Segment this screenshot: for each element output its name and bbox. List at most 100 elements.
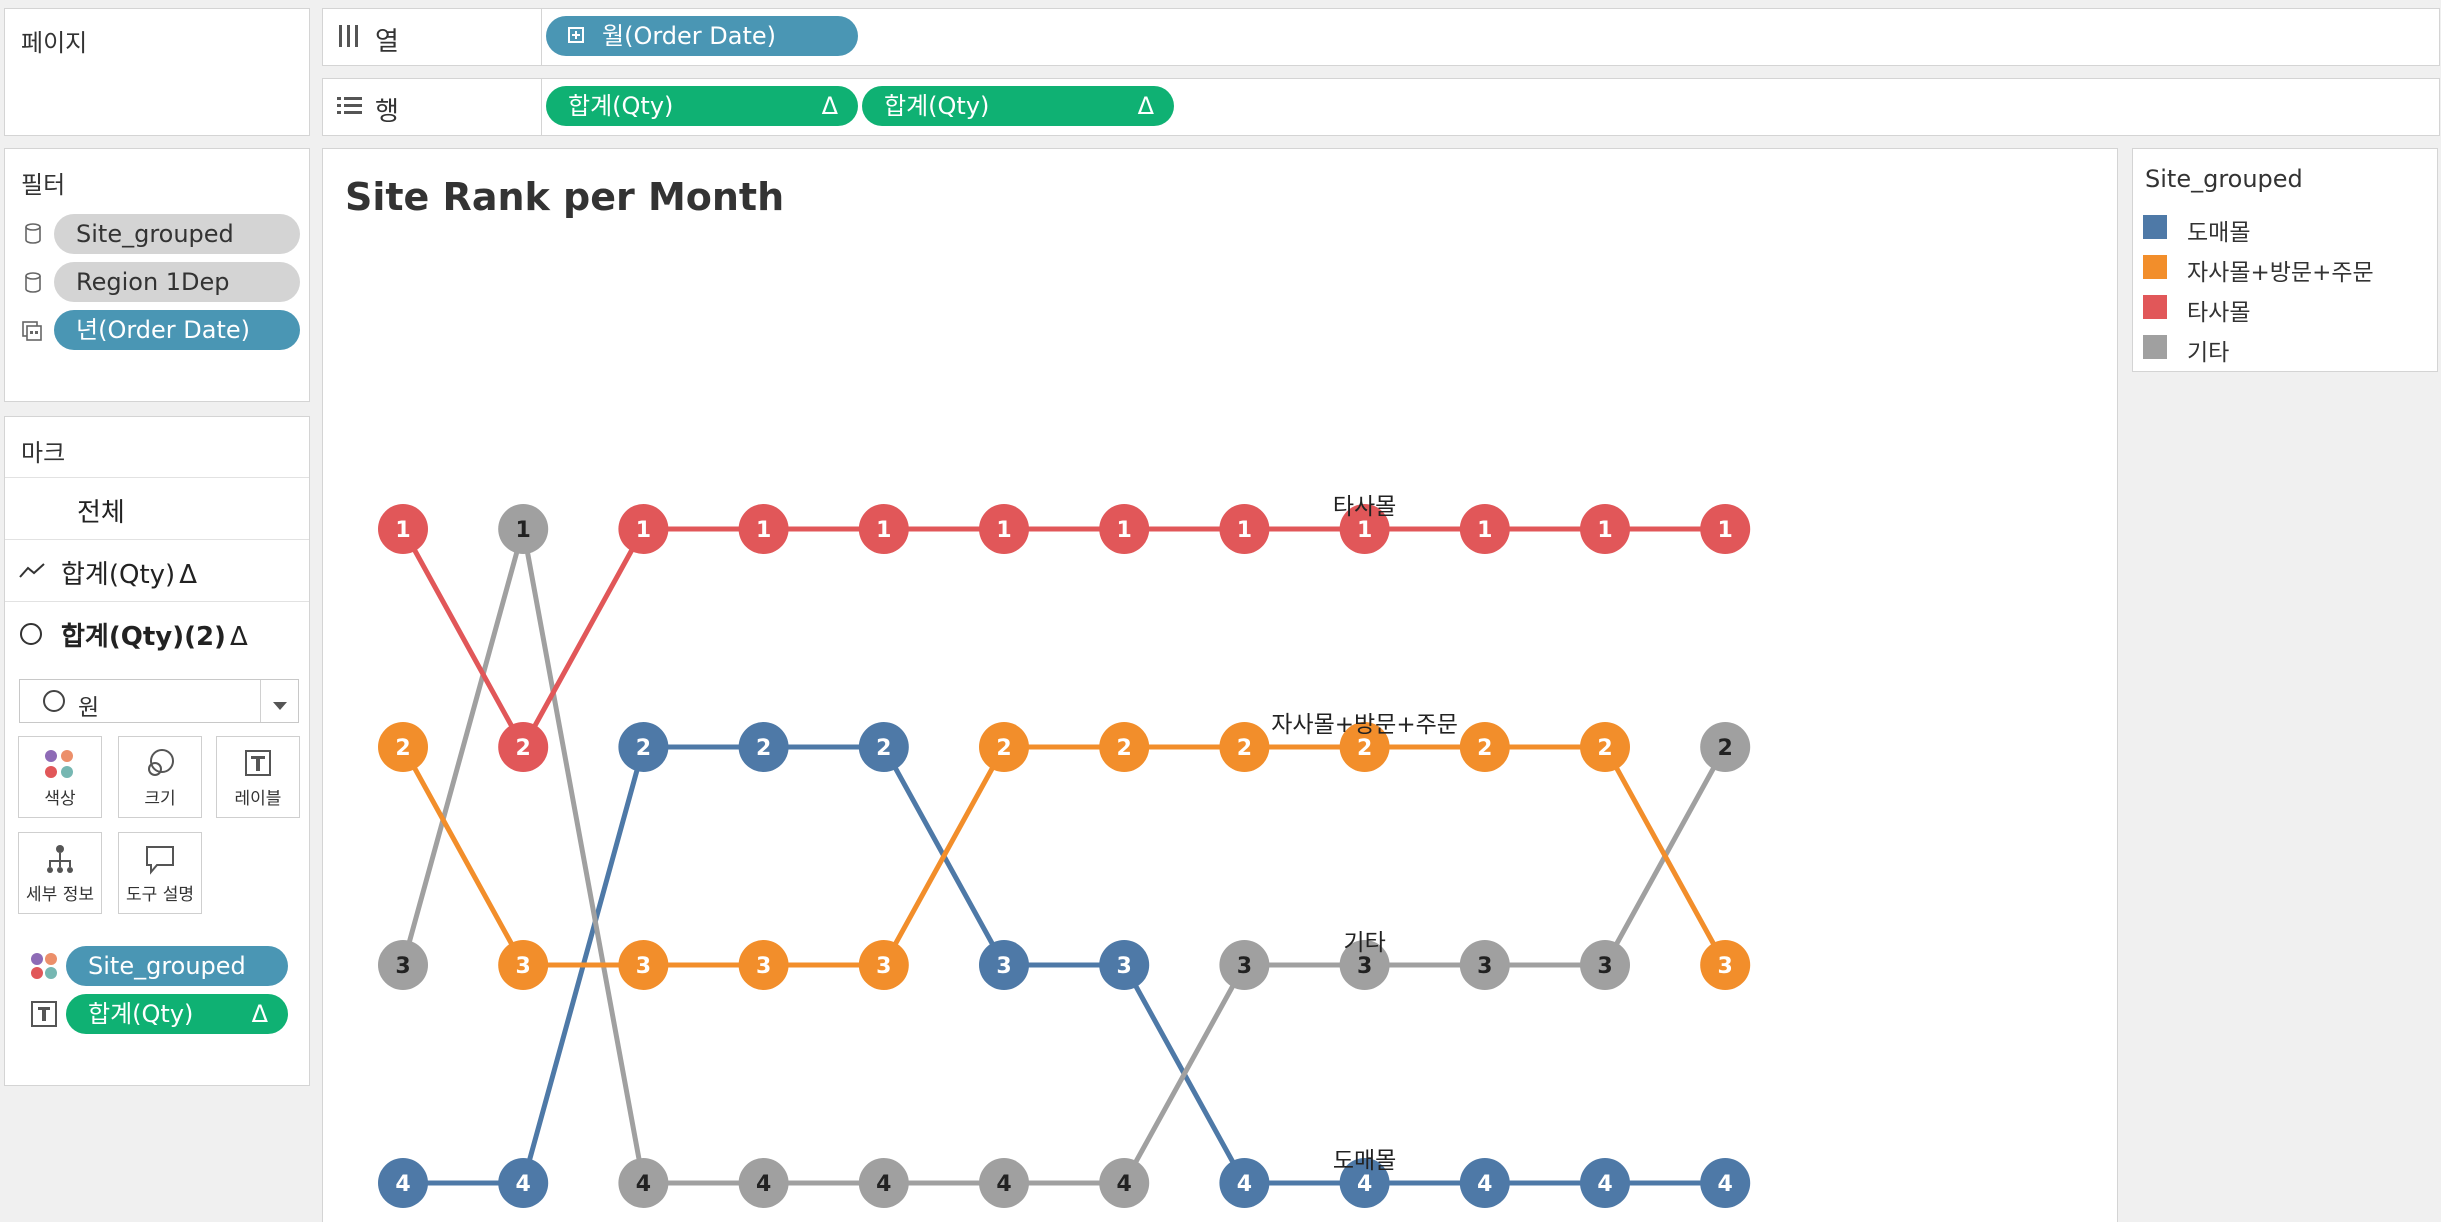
data-point (1580, 722, 1630, 772)
legend-swatch (2143, 295, 2167, 319)
series-line (400, 526, 1728, 1186)
data-label: 1 (1597, 518, 1612, 543)
marks-tab-sum-qty[interactable]: 합계(Qty) Δ (5, 539, 309, 601)
line-mark-icon (19, 562, 45, 584)
data-label: 4 (636, 1172, 651, 1197)
data-point (979, 722, 1029, 772)
series-label: 자사몰+방문+주문 (1271, 712, 1458, 738)
columns-shelf-label: 열 (375, 27, 399, 57)
marks-field-sum-qty[interactable]: 합계(Qty) Δ (66, 994, 288, 1034)
column-pill-label: 월(Order Date) (602, 22, 777, 50)
data-point (498, 1158, 549, 1208)
data-point (1700, 504, 1751, 554)
data-point (979, 1158, 1029, 1208)
filter-pill-label: 년(Order Date) (76, 316, 251, 344)
label-card[interactable]: 레이블 (216, 736, 300, 818)
series-label: 타사몰 (1333, 494, 1396, 520)
column-pill-month-order-date[interactable]: 월(Order Date) (546, 16, 858, 56)
color-card-label: 색상 (44, 789, 76, 809)
rank-bump-chart: 4 4 2 2 2 3 3 4 4 4 4 4 3 1 4 4 4 4 4 3 3 3 3 2 2 3 3 3 3 2 2 2 2 2 2 3 1 2 1 1… (378, 494, 1751, 1208)
data-label: 3 (756, 954, 771, 979)
data-point (498, 722, 549, 772)
marks-tab-sum-qty-2[interactable]: 합계(Qty)(2) Δ (5, 601, 309, 663)
legend-label: 기타 (2187, 340, 2230, 366)
data-label: 4 (996, 1172, 1011, 1197)
data-point (1099, 722, 1150, 772)
data-label: 3 (1718, 954, 1733, 979)
legend-title: Site_grouped (2145, 165, 2303, 193)
detail-card-label: 세부 정보 (26, 885, 94, 905)
legend-label: 도매몰 (2187, 220, 2251, 246)
data-label: 4 (876, 1172, 891, 1197)
data-label: 3 (996, 954, 1011, 979)
color-card[interactable]: 색상 (18, 736, 102, 818)
row-pill-sum-qty-1[interactable]: 합계(Qty) Δ (546, 86, 858, 126)
label-card-label: 레이블 (234, 789, 282, 809)
filter-pill-year-order-date[interactable]: 년(Order Date) (54, 310, 300, 350)
data-point (1459, 722, 1510, 772)
legend-swatch (2143, 255, 2167, 279)
data-point (858, 1158, 909, 1208)
row-pill-sum-qty-2[interactable]: 합계(Qty) Δ (862, 86, 1174, 126)
color-encoding-icon (30, 952, 58, 984)
date-filter-icon (22, 320, 46, 346)
data-label: 2 (876, 736, 891, 761)
mark-type-value: 원 (78, 695, 100, 721)
marks-field-site-grouped[interactable]: Site_grouped (66, 946, 288, 986)
data-label: 1 (1237, 518, 1252, 543)
tooltip-card[interactable]: 도구 설명 (118, 832, 202, 914)
data-label: 3 (1117, 954, 1132, 979)
table-calc-delta-icon: Δ (229, 622, 248, 652)
data-label: 4 (756, 1172, 771, 1197)
data-label: 4 (395, 1172, 410, 1197)
data-label: 1 (1718, 518, 1733, 543)
data-point (858, 504, 909, 554)
circle-mark-icon (42, 689, 66, 717)
data-label: 2 (996, 736, 1011, 761)
data-point (1700, 940, 1751, 990)
marks-layer-label: 합계(Qty)(2) (61, 622, 226, 652)
color-palette-icon (19, 747, 101, 783)
detail-card[interactable]: 세부 정보 (18, 832, 102, 914)
data-point (1219, 722, 1270, 772)
text-encoding-icon (30, 1000, 58, 1032)
data-point (618, 1158, 669, 1208)
data-point (738, 940, 789, 990)
data-label: 1 (996, 518, 1011, 543)
series-label: 도매몰 (1333, 1148, 1396, 1174)
data-label: 1 (756, 518, 771, 543)
table-calc-delta-icon: Δ (1137, 92, 1154, 120)
data-point (1580, 1158, 1630, 1208)
data-label: 2 (1597, 736, 1612, 761)
data-label: 3 (876, 954, 891, 979)
filter-pill-site-grouped[interactable]: Site_grouped (54, 214, 300, 254)
data-point (618, 504, 669, 554)
data-point (1700, 1158, 1751, 1208)
series-label: 기타 (1343, 930, 1385, 956)
data-point (1099, 1158, 1150, 1208)
chevron-down-icon (272, 696, 288, 715)
row-pill-label: 합계(Qty) (884, 92, 990, 120)
data-point (979, 940, 1029, 990)
data-point (1459, 940, 1510, 990)
data-point (738, 504, 789, 554)
text-label-icon (217, 747, 299, 783)
detail-hierarchy-icon (19, 843, 101, 879)
rows-icon (337, 95, 363, 121)
marks-tab-all[interactable]: 전체 (5, 477, 309, 539)
rows-shelf-label: 행 (375, 97, 399, 127)
filter-pill-region-1dep[interactable]: Region 1Dep (54, 262, 300, 302)
tooltip-speech-icon (119, 843, 201, 879)
data-label: 4 (1718, 1172, 1733, 1197)
data-point (498, 940, 549, 990)
data-label: 2 (1477, 736, 1492, 761)
mark-type-dropdown[interactable]: 원 (19, 679, 299, 723)
data-label: 4 (1117, 1172, 1132, 1197)
data-point (1099, 504, 1150, 554)
circle-mark-icon (19, 622, 43, 650)
pages-panel: 페이지 (4, 8, 310, 136)
data-label: 3 (516, 954, 531, 979)
legend-label: 타사몰 (2187, 300, 2251, 326)
filters-panel-title: 필터 (21, 171, 66, 199)
size-card[interactable]: 크기 (118, 736, 202, 818)
